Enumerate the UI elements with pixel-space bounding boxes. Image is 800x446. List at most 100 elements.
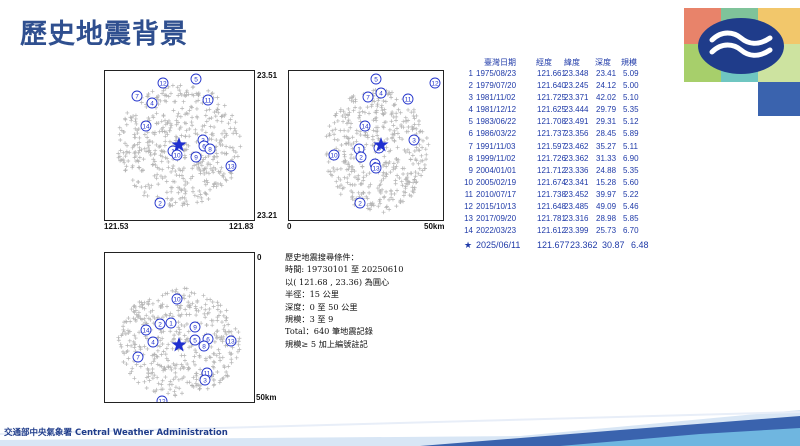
background-event-mark xyxy=(411,161,416,166)
background-event-mark xyxy=(141,193,146,198)
svg-text:7: 7 xyxy=(366,94,370,101)
background-event-mark xyxy=(142,379,147,384)
background-event-mark xyxy=(180,168,185,173)
earthquake-table: 臺灣日期 經度 緯度 深度 規模 1 1975/08/23 121.661 23.34… xyxy=(464,57,664,252)
background-event-mark xyxy=(368,182,373,187)
background-event-mark xyxy=(182,296,187,301)
cell-lon: 121.737 xyxy=(537,129,566,139)
background-event-mark xyxy=(228,145,233,150)
background-event-mark xyxy=(391,123,396,128)
background-event-mark xyxy=(155,165,160,170)
background-event-mark xyxy=(131,309,136,314)
background-event-mark xyxy=(132,376,137,381)
background-event-mark xyxy=(223,131,228,136)
lat-top-label: 23.51 xyxy=(257,71,278,80)
background-event-mark xyxy=(367,190,372,195)
background-event-mark xyxy=(379,105,384,110)
background-event-mark xyxy=(161,329,166,334)
background-event-mark xyxy=(170,166,175,171)
background-event-mark xyxy=(350,195,355,200)
background-event-mark xyxy=(134,184,139,189)
background-event-mark xyxy=(173,99,178,104)
background-event-mark xyxy=(121,129,126,134)
background-event-mark xyxy=(405,147,410,152)
table-row: 10 2005/02/19 121.674 23.341 15.28 5.60 xyxy=(464,178,664,190)
background-event-mark xyxy=(361,175,366,180)
background-event-mark xyxy=(124,319,129,324)
background-event-mark xyxy=(156,298,161,303)
event-label-12: 12 xyxy=(156,395,168,402)
background-event-mark xyxy=(154,142,159,147)
background-event-mark xyxy=(379,178,384,183)
cell-mag: 5.60 xyxy=(623,177,639,187)
background-event-mark xyxy=(404,118,409,123)
background-event-mark xyxy=(184,88,189,93)
background-event-mark xyxy=(163,134,168,139)
background-event-mark xyxy=(421,138,426,143)
background-event-mark xyxy=(129,369,134,374)
background-event-mark xyxy=(166,391,171,396)
background-event-mark xyxy=(394,118,399,123)
background-event-mark xyxy=(207,307,212,312)
cell-no: 7 xyxy=(468,141,473,151)
background-event-mark xyxy=(178,91,183,96)
background-event-mark xyxy=(416,122,421,127)
background-event-mark xyxy=(133,308,138,313)
background-event-mark xyxy=(381,170,386,175)
background-event-mark xyxy=(209,344,214,349)
background-event-mark xyxy=(134,362,139,367)
background-event-mark xyxy=(422,162,427,167)
cell-date: 1999/11/02 xyxy=(476,153,516,163)
background-event-mark xyxy=(389,112,394,117)
cell-lat: 23.245 xyxy=(564,81,589,91)
background-event-mark xyxy=(347,172,352,177)
cell-no: 14 xyxy=(464,226,473,236)
background-event-mark xyxy=(125,343,130,348)
background-event-mark xyxy=(160,176,165,181)
background-event-mark xyxy=(199,305,204,310)
background-event-mark xyxy=(331,165,336,170)
background-event-mark xyxy=(375,133,380,138)
background-event-mark xyxy=(363,133,368,138)
background-event-mark xyxy=(151,157,156,162)
cell-mag: 5.10 xyxy=(623,93,639,103)
background-event-mark xyxy=(357,110,362,115)
background-event-mark xyxy=(201,293,206,298)
table-row: 8 1999/11/02 121.726 23.362 31.33 6.90 xyxy=(464,154,664,166)
background-event-mark xyxy=(187,134,192,139)
background-event-mark xyxy=(161,113,166,118)
background-event-mark xyxy=(372,99,377,104)
background-event-mark xyxy=(420,129,425,134)
background-event-mark xyxy=(226,329,231,334)
svg-text:14: 14 xyxy=(361,123,369,130)
background-event-mark xyxy=(138,316,143,321)
background-event-mark xyxy=(211,157,216,162)
background-event-mark xyxy=(159,159,164,164)
background-event-mark xyxy=(178,114,183,119)
background-event-mark xyxy=(214,109,219,114)
background-event-mark xyxy=(133,159,138,164)
background-event-mark xyxy=(154,176,159,181)
background-event-mark xyxy=(130,366,135,371)
background-event-mark xyxy=(407,180,412,185)
background-event-mark xyxy=(414,179,419,184)
background-event-mark xyxy=(391,167,396,172)
background-event-mark xyxy=(142,344,147,349)
background-event-mark xyxy=(145,140,150,145)
background-event-mark xyxy=(122,329,127,334)
background-event-mark xyxy=(146,316,151,321)
background-event-mark xyxy=(426,142,431,147)
event-label-2: 2 xyxy=(154,318,166,330)
background-event-mark xyxy=(212,110,217,115)
background-event-mark xyxy=(151,162,156,167)
background-event-mark xyxy=(147,139,152,144)
background-event-mark xyxy=(215,318,220,323)
background-event-mark xyxy=(216,110,221,115)
background-event-mark xyxy=(342,175,347,180)
background-event-mark xyxy=(384,189,389,194)
background-event-mark xyxy=(348,125,353,130)
background-event-mark xyxy=(187,294,192,299)
cell-date: 2015/10/13 xyxy=(476,202,517,212)
background-event-mark xyxy=(121,324,126,329)
background-event-mark xyxy=(234,355,239,360)
